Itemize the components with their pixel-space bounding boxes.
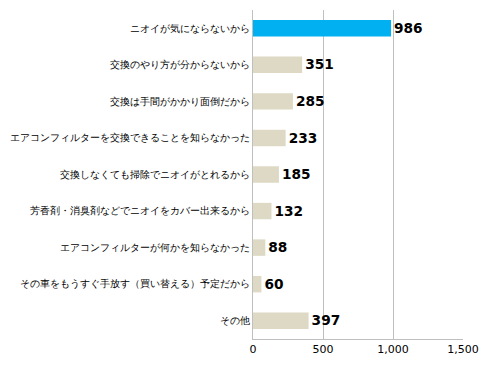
svg-text:1,000: 1,000 [377,343,409,356]
svg-text:ニオイが気にならないから: ニオイが気にならないから [130,23,250,34]
svg-text:交換は手間がかかり面倒だから: 交換は手間がかかり面倒だから [110,96,250,107]
svg-text:185: 185 [282,166,311,182]
svg-text:エアコンフィルターを交換できることを知らなかった: エアコンフィルターを交換できることを知らなかった [10,132,250,143]
svg-text:その他: その他 [220,315,250,326]
svg-text:60: 60 [264,276,283,292]
svg-text:351: 351 [305,56,334,72]
svg-text:0: 0 [250,343,257,356]
svg-text:233: 233 [289,130,318,146]
svg-text:285: 285 [296,93,325,109]
svg-text:500: 500 [313,343,334,356]
svg-text:132: 132 [274,203,303,219]
svg-text:交換しなくても掃除でニオイがとれるから: 交換しなくても掃除でニオイがとれるから [60,169,250,180]
svg-text:交換のやり方が分からないから: 交換のやり方が分からないから [110,59,250,70]
svg-text:1,500: 1,500 [447,343,479,356]
svg-text:その車をもうすぐ手放す（買い替える）予定だから: その車をもうすぐ手放す（買い替える）予定だから [20,278,250,289]
svg-text:芳香剤・消臭剤などでニオイをカバー出来るから: 芳香剤・消臭剤などでニオイをカバー出来るから [30,205,250,216]
svg-text:986: 986 [394,20,423,36]
svg-text:88: 88 [268,239,287,255]
svg-text:エアコンフィルターが何かを知らなかった: エアコンフィルターが何かを知らなかった [60,242,250,253]
svg-text:397: 397 [312,312,341,328]
